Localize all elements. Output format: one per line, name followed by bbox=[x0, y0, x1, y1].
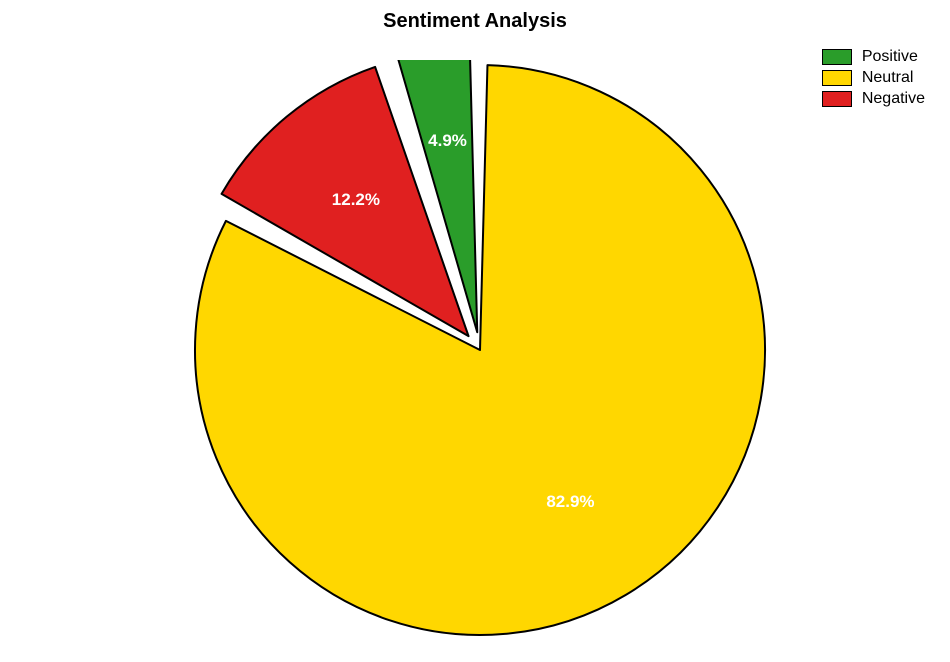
chart-title: Sentiment Analysis bbox=[383, 10, 567, 33]
legend-label-positive: Positive bbox=[862, 48, 918, 66]
legend-swatch-neutral bbox=[822, 70, 852, 86]
slice-label-negative: 12.2% bbox=[332, 190, 380, 210]
legend-swatch-positive bbox=[822, 49, 852, 65]
pie-svg bbox=[190, 60, 770, 640]
legend-item-positive: Positive bbox=[822, 48, 925, 66]
legend: Positive Neutral Negative bbox=[822, 48, 925, 111]
slice-label-positive: 4.9% bbox=[428, 131, 467, 151]
legend-item-neutral: Neutral bbox=[822, 69, 925, 87]
legend-label-neutral: Neutral bbox=[862, 69, 914, 87]
legend-label-negative: Negative bbox=[862, 90, 925, 108]
legend-item-negative: Negative bbox=[822, 90, 925, 108]
sentiment-pie-chart: Sentiment Analysis Positive Neutral Nega… bbox=[0, 0, 950, 662]
legend-swatch-negative bbox=[822, 91, 852, 107]
slice-label-neutral: 82.9% bbox=[546, 492, 594, 512]
